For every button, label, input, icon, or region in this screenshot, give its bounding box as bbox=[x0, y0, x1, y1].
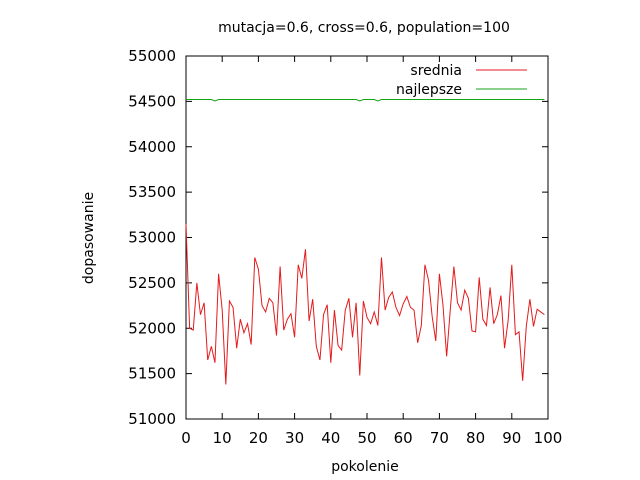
y-tick-label: 54500 bbox=[128, 92, 176, 110]
y-tick-label: 55000 bbox=[128, 47, 176, 65]
x-tick-label: 30 bbox=[285, 429, 304, 447]
x-axis: 0 10 20 30 40 50 60 70 80 90 100 bbox=[181, 56, 562, 447]
chart-title: mutacja=0.6, cross=0.6, population=100 bbox=[218, 20, 510, 36]
x-tick-label: 90 bbox=[502, 429, 521, 447]
x-axis-label: pokolenie bbox=[331, 459, 399, 475]
series-line-srednia bbox=[185, 223, 545, 385]
series-line-najlepsze bbox=[186, 99, 545, 102]
series-layer bbox=[185, 99, 545, 385]
x-tick-label: 80 bbox=[466, 429, 485, 447]
y-axis: 51000 51500 52000 52500 53000 53500 54000 54500… bbox=[128, 47, 548, 428]
x-tick-label: 20 bbox=[249, 429, 268, 447]
x-tick-label: 50 bbox=[357, 429, 376, 447]
x-tick-label: 40 bbox=[321, 429, 340, 447]
x-tick-label: 0 bbox=[181, 429, 191, 447]
x-tick-label: 60 bbox=[394, 429, 413, 447]
y-tick-label: 52000 bbox=[128, 319, 176, 337]
legend: srednia najlepsze bbox=[396, 63, 527, 98]
y-tick-label: 52500 bbox=[128, 274, 176, 292]
x-tick-label: 100 bbox=[534, 429, 563, 447]
y-tick-label: 53500 bbox=[128, 183, 176, 201]
legend-label-najlepsze: najlepsze bbox=[396, 82, 462, 98]
legend-label-srednia: srednia bbox=[410, 63, 462, 79]
y-tick-label: 51500 bbox=[128, 365, 176, 383]
y-tick-label: 51000 bbox=[128, 410, 176, 428]
y-tick-label: 53000 bbox=[128, 229, 176, 247]
y-axis-label: dopasowanie bbox=[81, 192, 97, 284]
x-tick-label: 10 bbox=[213, 429, 232, 447]
y-tick-label: 54000 bbox=[128, 138, 176, 156]
x-tick-label: 70 bbox=[430, 429, 449, 447]
plot-frame bbox=[185, 55, 549, 420]
